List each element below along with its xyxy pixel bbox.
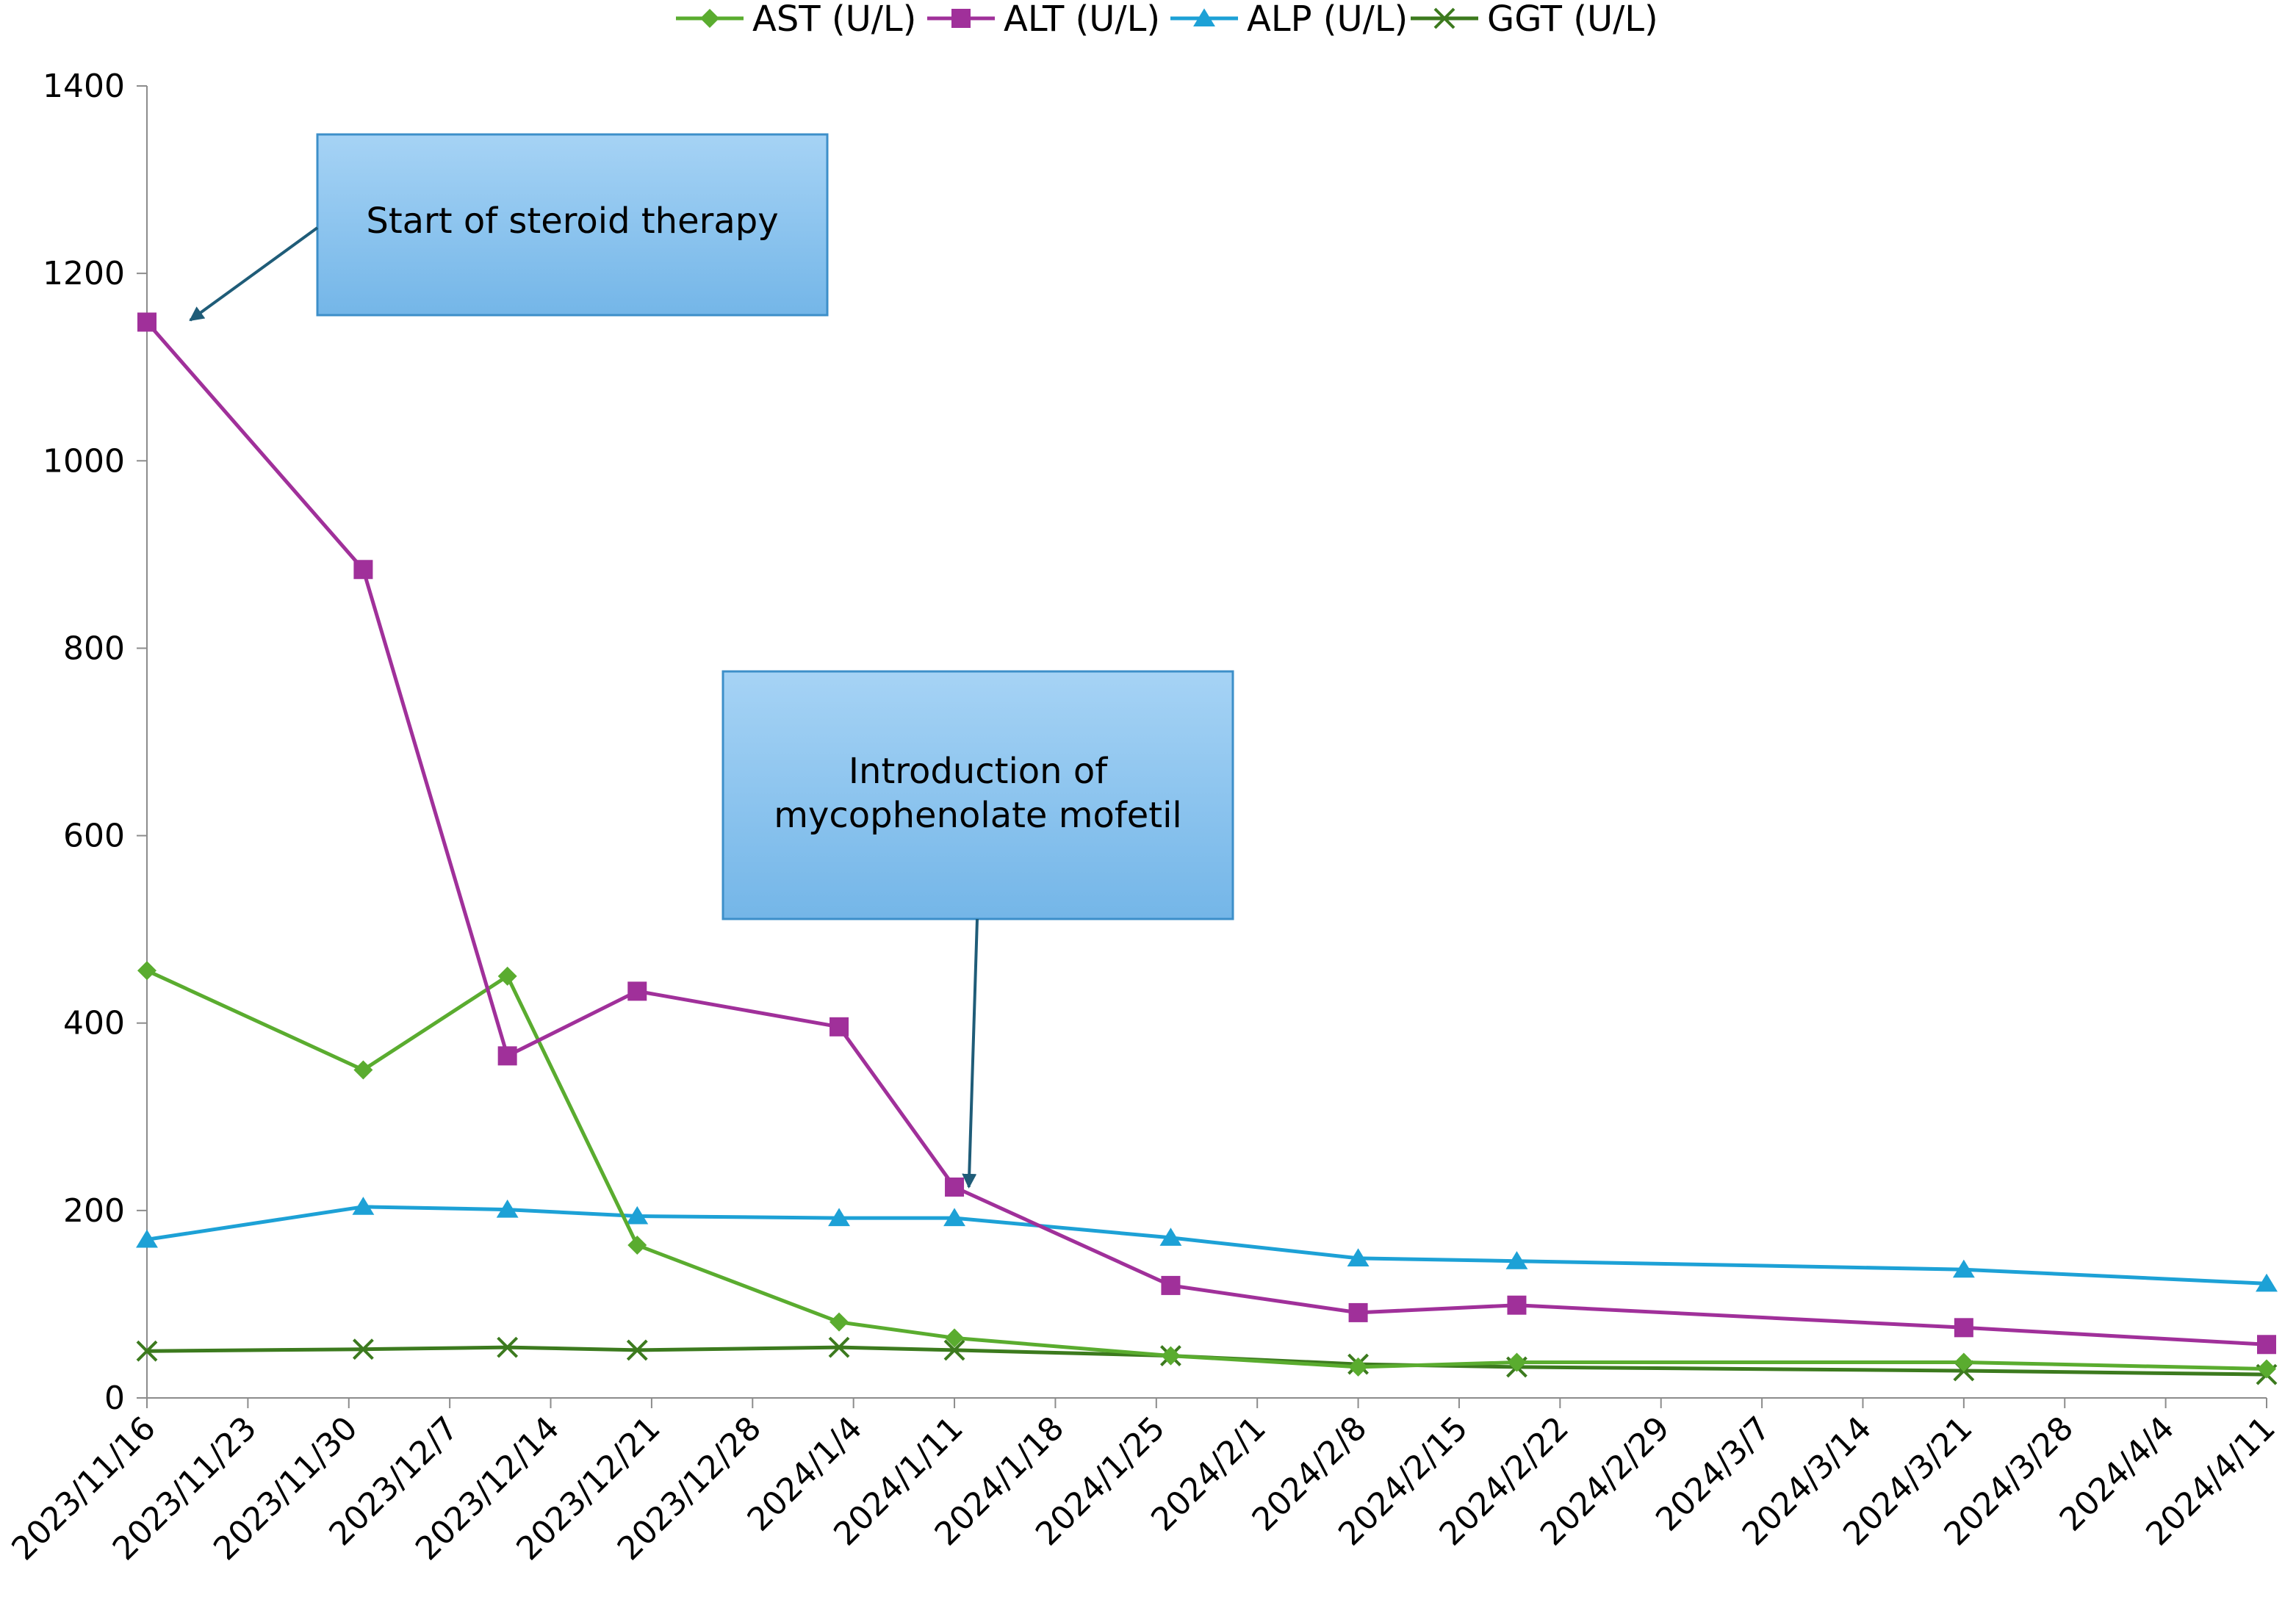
y-tick-label: 800 <box>63 630 125 667</box>
legend-item-alp: ALP (U/L) <box>1170 0 1408 40</box>
legend-marker <box>951 9 971 28</box>
data-point <box>1952 1259 1975 1278</box>
series-layer <box>136 312 2278 1385</box>
data-point <box>2257 1335 2276 1355</box>
data-point <box>137 312 156 332</box>
callout-text: Introduction of <box>849 751 1108 792</box>
data-point <box>2257 1359 2276 1379</box>
legend-label: ALT (U/L) <box>1004 0 1160 40</box>
legend-item-ggt: GGT (U/L) <box>1411 0 1658 40</box>
data-point <box>497 1336 519 1358</box>
data-point <box>136 1340 158 1362</box>
data-point <box>353 560 373 580</box>
callouts: Start of steroid therapy Introduction ofm… <box>189 133 1234 1189</box>
y-tick-label: 600 <box>63 818 125 855</box>
data-point <box>627 981 647 1001</box>
data-point <box>829 1017 849 1037</box>
data-point <box>497 1046 517 1066</box>
data-point <box>137 961 156 981</box>
data-point <box>1348 1357 1368 1377</box>
y-tick-label: 1200 <box>43 255 125 292</box>
data-point <box>496 1199 519 1218</box>
series-alt <box>137 312 2276 1355</box>
callout-text: mycophenolate mofetil <box>774 795 1182 836</box>
data-point <box>828 1336 850 1358</box>
data-point <box>1954 1352 1973 1372</box>
callout-text: Start of steroid therapy <box>366 201 778 242</box>
data-point <box>1159 1228 1182 1246</box>
callout-box <box>316 133 829 317</box>
callout-arrow <box>189 226 319 322</box>
data-point <box>1348 1302 1368 1322</box>
callout-1: Start of steroid therapy <box>189 133 829 322</box>
y-tick-label: 200 <box>63 1192 125 1230</box>
legend-marker <box>1193 8 1215 27</box>
legend-label: AST (U/L) <box>752 0 916 40</box>
data-point <box>626 1339 648 1361</box>
data-point <box>828 1208 850 1227</box>
data-point <box>1954 1318 1973 1338</box>
y-tick-label: 400 <box>63 1005 125 1042</box>
data-point <box>1161 1346 1181 1366</box>
data-point <box>136 1229 158 1248</box>
data-point <box>353 1060 373 1080</box>
series-line <box>146 1205 2267 1286</box>
y-tick-label: 0 <box>104 1380 125 1417</box>
legend-item-ast: AST (U/L) <box>676 0 916 40</box>
data-point <box>1161 1275 1181 1295</box>
callout-box <box>721 670 1234 920</box>
data-point <box>352 1197 375 1215</box>
series-ast <box>137 961 2276 1379</box>
data-point <box>626 1205 649 1225</box>
series-alp <box>136 1197 2278 1292</box>
data-point <box>943 1208 965 1227</box>
series-line <box>145 969 2267 1371</box>
data-point <box>497 966 517 986</box>
data-point <box>943 1339 965 1361</box>
data-point <box>829 1312 849 1332</box>
data-point <box>1507 1352 1527 1372</box>
data-point <box>627 1236 647 1255</box>
data-point <box>945 1177 965 1197</box>
legend-marker <box>700 9 719 28</box>
legend: AST (U/L) ALT (U/L) ALP (U/L) GGT (U/L) <box>676 0 1658 40</box>
data-point <box>1507 1295 1527 1315</box>
legend-label: GGT (U/L) <box>1487 0 1658 40</box>
data-point <box>2256 1273 2278 1292</box>
data-point <box>352 1338 374 1360</box>
y-tick-label: 1400 <box>43 68 125 105</box>
legend-item-alt: ALT (U/L) <box>927 0 1160 40</box>
data-point <box>1505 1251 1528 1269</box>
data-point <box>945 1328 965 1348</box>
data-point <box>1347 1248 1370 1266</box>
legend-marker <box>1433 7 1455 29</box>
callout-arrow <box>962 918 979 1189</box>
y-tick-label: 1000 <box>43 442 125 480</box>
legend-label: ALP (U/L) <box>1247 0 1408 40</box>
